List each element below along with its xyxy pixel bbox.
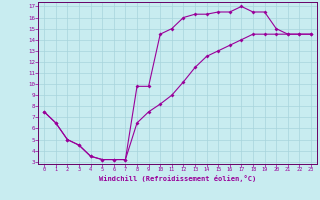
X-axis label: Windchill (Refroidissement éolien,°C): Windchill (Refroidissement éolien,°C) bbox=[99, 175, 256, 182]
